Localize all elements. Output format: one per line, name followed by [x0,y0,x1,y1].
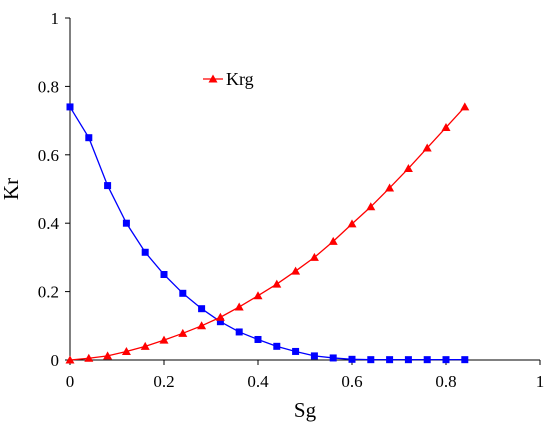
x-tick-label: 0.2 [153,372,174,391]
data-point [386,356,394,364]
data-point [104,182,112,190]
y-axis-title: Kr [0,178,23,200]
data-point [423,356,431,364]
y-tick-label: 0 [51,351,60,370]
data-point [121,346,131,355]
data-point [329,354,337,362]
data-point [442,356,450,364]
data-point [385,183,395,192]
axes [69,18,540,361]
data-point [234,302,244,311]
data-point [65,355,75,364]
data-point [328,236,338,245]
data-point [404,356,412,364]
data-point [422,143,432,152]
legend-marker [208,74,218,83]
legend-label: Krg [226,69,254,89]
data-point [85,134,93,142]
data-point [254,335,262,343]
data-point [309,252,319,261]
data-point [403,163,413,172]
data-point [292,347,300,355]
y-tick-label: 0.2 [38,283,59,302]
series-gas-oil [66,103,469,364]
series-line [69,106,466,361]
y-tick-label: 0.4 [38,214,60,233]
data-point [441,122,451,131]
y-tick-label: 0.8 [38,77,59,96]
x-axis-title: Sg [294,398,317,422]
data-point [291,266,301,275]
x-tick-label: 0 [66,372,75,391]
data-point [253,291,263,300]
series-krg [65,102,470,364]
series-layer [65,102,470,364]
data-point [215,312,225,321]
x-tick-label: 0.4 [247,372,269,391]
y-tick-label: 0.6 [38,146,59,165]
data-point [216,318,224,326]
data-point [66,103,74,111]
data-point [272,279,282,288]
data-point [235,328,243,336]
data-point [141,248,149,256]
data-point [366,202,376,211]
x-tick-label: 1 [536,372,545,391]
data-point [84,353,94,362]
data-point [159,335,169,344]
x-tick-label: 0.8 [435,372,456,391]
series-line [69,106,465,361]
data-point [198,305,206,313]
data-point [348,355,356,363]
data-point [160,271,168,278]
data-point [122,219,130,227]
legend: Krg [203,69,254,89]
data-point [140,341,150,350]
data-point [178,328,188,337]
data-point [273,342,281,350]
y-tick-label: 1 [51,9,60,28]
x-tick-label: 0.6 [341,372,362,391]
data-point [103,351,113,360]
data-point [460,102,470,111]
data-point [179,289,187,297]
data-point [310,352,318,360]
data-point [461,356,469,364]
ticks: 0 0.2 0.4 0.6 0.8 1 0 0.2 0.4 0.6 0.8 1 [38,9,545,391]
data-point [367,356,375,364]
data-point [347,219,357,228]
data-point [197,321,207,330]
